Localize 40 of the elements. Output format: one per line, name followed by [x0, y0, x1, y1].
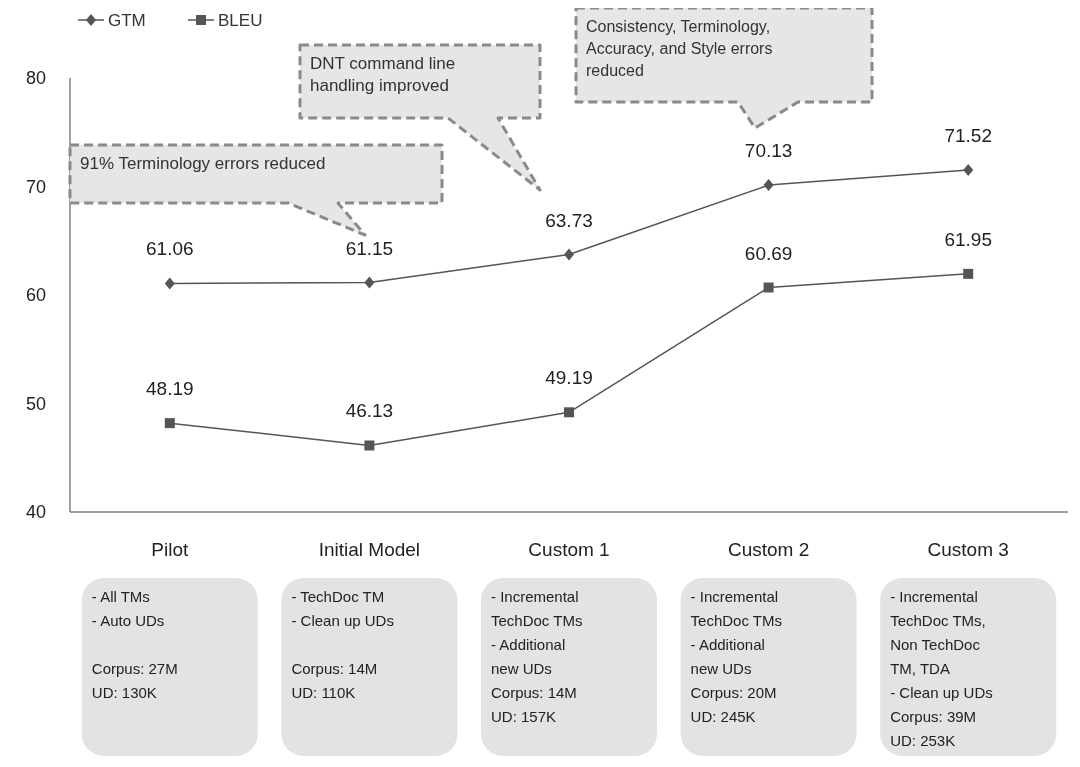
data-label: 70.13 [744, 140, 793, 162]
data-label: 63.73 [545, 209, 593, 231]
point [364, 276, 375, 289]
point [364, 440, 375, 451]
x-tick-label: Pilot [151, 539, 189, 560]
text: - Incremental TechDoc TMs - Additional new UDs Corpus: 20M UD: 245K [690, 588, 783, 725]
data-label: 71.52 [944, 125, 992, 147]
point [164, 418, 175, 429]
annotation: DNT command line handling improved [310, 54, 456, 95]
point [763, 282, 774, 293]
point [763, 179, 774, 192]
annotation: 91% Terminology errors reduced [80, 154, 326, 173]
text: - TechDoc TM - Clean up UDs Corpus: 14M UD: 110K [291, 588, 394, 701]
y-tick-label: 50 [25, 393, 46, 414]
text: - Incremental TechDoc TMs, Non TechDoc TM, TDA - Clean up UDs Corpus: 39M UD: 253K [890, 588, 993, 749]
point [564, 248, 574, 261]
data-label: 61.15 [345, 237, 394, 259]
x-tick-label: Custom 3 [927, 539, 1009, 560]
y-tick-label: 40 [25, 502, 46, 523]
data-label: 61.95 [944, 228, 992, 250]
x-tick-label: Initial Model [318, 539, 421, 560]
data-label: 48.19 [146, 378, 194, 400]
annotation: Consistency, Terminology, Accuracy, and Style errors reduced [586, 18, 773, 79]
legend-label: BLEU [218, 10, 263, 30]
point [564, 407, 574, 418]
data-label: 61.06 [146, 238, 194, 260]
legend-label: GTM [108, 10, 146, 30]
x-tick-label: Custom 2 [727, 539, 810, 560]
data-label: 60.69 [744, 242, 793, 264]
y-tick-label: 60 [25, 285, 46, 306]
text: - Incremental TechDoc TMs - Additional new UDs Corpus: 14M UD: 157K [491, 588, 583, 725]
y-tick-label: 70 [25, 176, 46, 197]
point [963, 268, 974, 279]
text: - All TMs - Auto UDs Corpus: 27M UD: 130K [91, 588, 178, 701]
data-label: 46.13 [345, 400, 394, 422]
x-tick-label: Custom 1 [528, 539, 610, 560]
point [164, 277, 175, 290]
point [963, 164, 974, 177]
y-tick-label: 80 [25, 68, 46, 89]
data-label: 49.19 [545, 367, 593, 389]
